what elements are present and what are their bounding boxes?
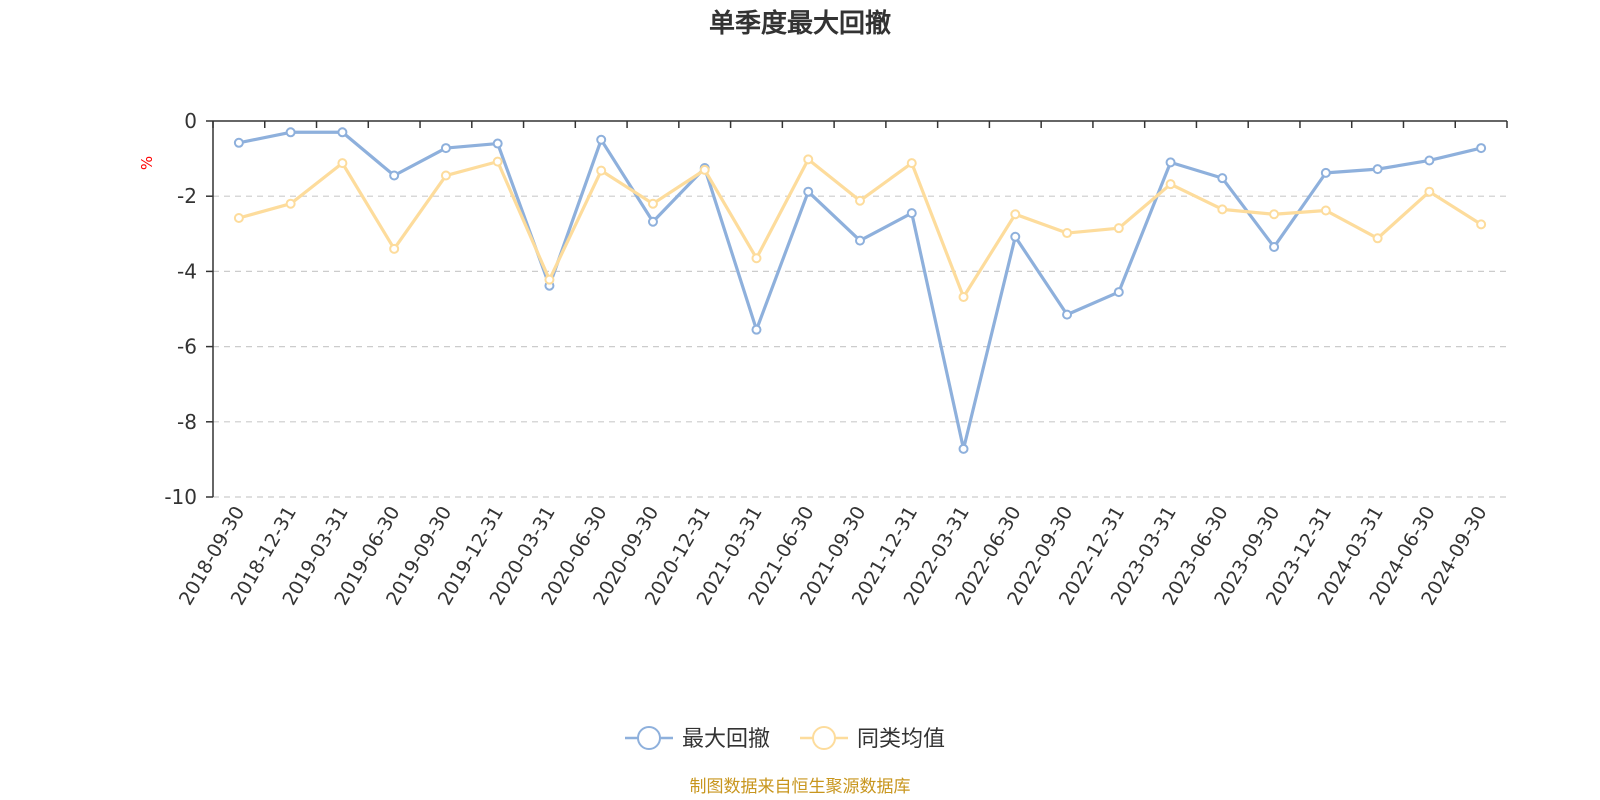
series-point (440, 143, 451, 154)
series-1 (233, 127, 1487, 454)
y-axis-ticks: 0 -2 -4 -6 -8 -10 (164, 109, 213, 509)
series-point (1062, 228, 1073, 239)
y-tick-label: -8 (177, 410, 197, 434)
y-tick-label: -2 (177, 184, 197, 208)
legend-marker (637, 726, 661, 750)
y-axis-unit-label: % (138, 156, 156, 170)
series-point (647, 198, 658, 209)
gridlines (213, 195, 1507, 498)
series-point (1476, 219, 1487, 230)
y-tick-label: 0 (184, 109, 197, 133)
x-axis-ticks: 2018-09-302018-12-312019-03-312019-06-30… (175, 121, 1508, 609)
series-point (1010, 209, 1021, 220)
legend-label: 同类均值 (857, 727, 945, 752)
series-point (1269, 209, 1280, 220)
series-point (751, 324, 762, 335)
series-point (1424, 155, 1435, 166)
series-point (647, 216, 658, 227)
chart-title: 单季度最大回撤 (709, 8, 891, 39)
series-point (285, 198, 296, 209)
series-point (1010, 231, 1021, 242)
series-point (1062, 309, 1073, 320)
series-point (285, 127, 296, 138)
series-point (1165, 157, 1176, 168)
series-2 (233, 154, 1487, 302)
series-point (1372, 233, 1383, 244)
axes (212, 120, 1507, 497)
series-point (1424, 186, 1435, 197)
series-point (855, 235, 865, 246)
y-tick-label: -6 (177, 335, 197, 359)
legend-label: 最大回撤 (682, 727, 770, 752)
series-point (1320, 167, 1331, 178)
series-point (803, 154, 814, 165)
legend-marker (812, 726, 836, 750)
series-point (337, 127, 348, 138)
series-line (238, 157, 1482, 299)
series-point (492, 156, 503, 167)
series-point (1372, 164, 1383, 175)
series-point (544, 274, 555, 285)
series-point (1113, 287, 1124, 298)
series-point (233, 213, 244, 224)
series-point (596, 134, 607, 145)
series-point (596, 165, 607, 176)
data-source-note: 制图数据来自恒生聚源数据库 (690, 777, 911, 797)
series-point (906, 158, 917, 169)
series-point (958, 443, 969, 454)
legend-item-1[interactable]: 最大回撤 (625, 726, 770, 752)
series-point (233, 137, 244, 148)
series-point (1476, 143, 1487, 154)
series-point (1217, 173, 1228, 184)
series-point (1113, 223, 1124, 234)
series-layer (233, 127, 1487, 454)
y-tick-label: -4 (177, 259, 197, 283)
series-point (389, 243, 400, 254)
y-tick-label: -10 (164, 485, 197, 509)
series-point (389, 170, 400, 181)
series-point (337, 158, 348, 169)
series-point (751, 253, 762, 264)
series-point (492, 138, 503, 149)
series-point (1217, 204, 1228, 215)
series-point (803, 186, 814, 197)
series-point (699, 164, 710, 175)
series-point (440, 170, 451, 181)
series-line (238, 130, 1482, 451)
legend-item-2[interactable]: 同类均值 (800, 726, 945, 752)
series-point (1269, 241, 1280, 252)
legend: 最大回撤 同类均值 (625, 726, 945, 752)
series-point (906, 208, 917, 219)
series-point (1320, 205, 1331, 216)
series-point (958, 291, 969, 302)
series-point (1165, 179, 1176, 190)
series-point (855, 195, 865, 206)
